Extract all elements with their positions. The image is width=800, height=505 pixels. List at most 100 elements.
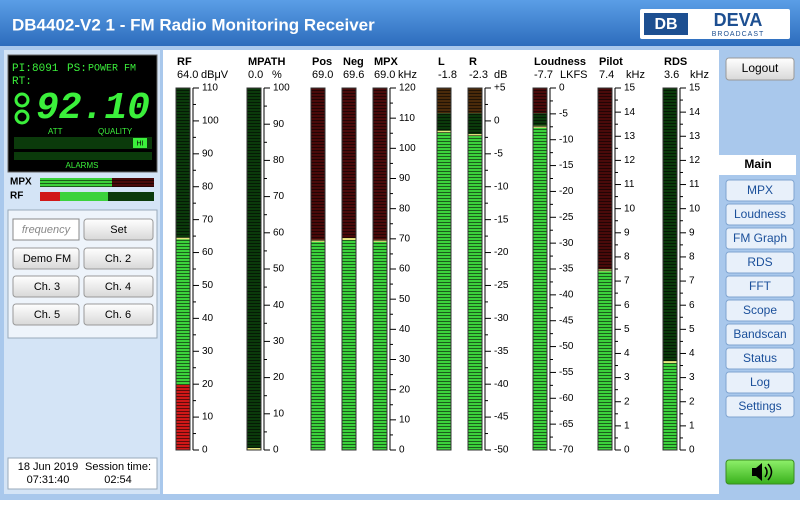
set-button[interactable] [83,218,154,241]
logo-mark-text: DB [654,16,677,33]
tab[interactable] [725,251,795,274]
scale-label: 14 [624,107,636,118]
rf-label: RF [10,191,23,202]
meter-unit: kHz [626,69,645,81]
scale-label: 90 [399,173,411,184]
tab[interactable] [725,203,795,226]
meter-label: Pos [312,56,332,68]
scale-label: 7 [624,276,630,287]
scale-label: 0 [559,83,565,94]
meter-frame [341,87,357,451]
scale-label: 0 [624,445,630,456]
scale-label: 6 [624,300,630,311]
scale-label: -60 [559,393,574,404]
mpx-label: MPX [10,177,32,188]
meter-label: R [469,56,477,68]
rds-icon [14,109,30,125]
frequency-input[interactable] [12,218,80,241]
tab-label: Loudness [734,207,786,221]
scale-label: 80 [399,203,411,214]
channel-label: Demo FM [23,253,71,265]
scale-label: -35 [494,346,509,357]
status-box [7,457,158,490]
tab[interactable] [725,179,795,202]
meter-value: 7.4 [599,69,614,81]
channel-button[interactable] [83,303,154,326]
logout-button[interactable] [725,57,795,81]
channel-button[interactable] [83,247,154,270]
scale-label: 15 [624,83,636,94]
tab[interactable] [725,227,795,250]
scale-label: 9 [689,227,695,238]
scale-label: 4 [689,348,695,359]
meter-unit: % [272,69,282,81]
tab-label: Scope [743,303,777,317]
meter-label: MPX [374,56,399,68]
tab-label: Settings [738,399,781,413]
scale-label: 100 [273,83,290,94]
ps-label: PS: [67,63,87,75]
tab[interactable] [725,371,795,394]
logo-mark [644,13,688,35]
scale-label: 50 [202,280,214,291]
scale-label: -20 [494,247,509,258]
scale-label: -65 [559,419,574,430]
meter-frame [246,87,262,451]
stereo-icon [14,92,30,108]
scale-label: 7 [689,276,695,287]
scale-label: 11 [624,179,635,190]
meter-led-overlay [247,88,261,450]
scale-label: 0 [273,445,279,456]
tab[interactable] [725,275,795,298]
meter-value: 64.0 [177,69,198,81]
tab-label: Main [744,157,771,171]
scale-label: 3 [689,372,695,383]
meter-unit: kHz [690,69,709,81]
scale-label: 50 [273,264,285,275]
scale-label: 40 [202,313,214,324]
scale-label: 20 [399,384,411,395]
scale-label: 1 [624,421,630,432]
tab[interactable] [725,299,795,322]
scale-label: 4 [624,348,630,359]
ps: POWER FM [88,64,136,75]
meter-frame [662,87,678,451]
tab-active[interactable] [718,155,796,175]
scale-label: 60 [399,264,411,275]
frequency-placeholder: frequency [22,224,72,236]
scale-label: 14 [689,107,701,118]
scale-label: 15 [689,83,701,94]
app-title: DB4402-V2 1 - FM Radio Monitoring Receiv… [12,15,375,34]
meter-value: 69.0 [312,69,333,81]
scale-label: 6 [689,300,695,311]
channel-label: Ch. 2 [105,253,131,265]
scale-label: 60 [202,247,214,258]
scale-label: 30 [202,346,214,357]
scale-label: -25 [559,212,574,223]
channel-button[interactable] [12,247,80,270]
pi: 8091 [32,63,59,75]
tab[interactable] [725,347,795,370]
badge: HI [137,140,144,147]
scale-label: 13 [689,131,701,142]
scale-label: -5 [494,148,503,159]
quality-label: QUALITY [98,127,133,136]
tab[interactable] [725,395,795,418]
scale-label: 20 [202,379,214,390]
scale-label: -25 [494,280,509,291]
scale-label: 10 [399,414,411,425]
scale-label: -10 [494,181,509,192]
scale-label: -5 [559,108,568,119]
scale-label: +5 [494,83,506,94]
tab[interactable] [725,323,795,346]
scale-label: -40 [494,379,509,390]
scale-label: 60 [273,227,285,238]
scale-label: 5 [624,324,630,335]
meter-frame [467,87,483,451]
scale-label: 110 [202,83,218,94]
meter-led-overlay [342,88,356,450]
channel-button[interactable] [12,303,80,326]
channel-button[interactable] [83,275,154,298]
channel-button[interactable] [12,275,80,298]
